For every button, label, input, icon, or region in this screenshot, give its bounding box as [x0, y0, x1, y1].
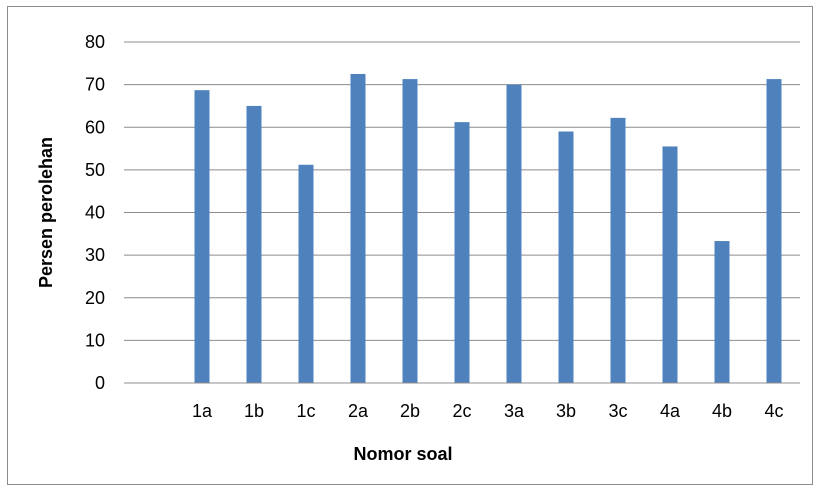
bar-2a [350, 73, 366, 383]
y-tick-label: 60 [85, 117, 105, 137]
y-tick-label: 40 [85, 203, 105, 223]
bar-1c [298, 164, 314, 383]
x-axis-title: Nomor soal [353, 444, 452, 464]
x-tick-label: 2c [452, 401, 471, 421]
y-tick-label: 10 [85, 330, 105, 350]
x-tick-label: 4c [764, 401, 783, 421]
bar-2b [402, 79, 418, 384]
y-axis-title: Persen perolehan [36, 137, 56, 288]
x-tick-label: 1a [192, 401, 213, 421]
bar-1a [194, 90, 210, 383]
bar-4c [766, 79, 782, 384]
x-tick-label: 2b [400, 401, 420, 421]
bar-2c [454, 122, 470, 383]
x-tick-labels: 1a 1b 1c 2a 2b 2c 3a 3b 3c 4a 4b 4c [192, 401, 784, 421]
y-tick-label: 0 [95, 373, 105, 393]
bar-3c [610, 117, 626, 383]
y-tick-label: 70 [85, 75, 105, 95]
bar-4a [662, 146, 678, 383]
y-tick-label: 80 [85, 32, 105, 52]
y-tick-labels: 0 10 20 30 40 50 60 70 80 [85, 32, 105, 393]
bar-3a [506, 84, 522, 383]
y-tick-label: 20 [85, 288, 105, 308]
x-tick-label: 3a [504, 401, 525, 421]
bars [194, 73, 782, 384]
x-tick-label: 1b [244, 401, 264, 421]
bar-4b [714, 241, 730, 383]
x-tick-label: 4b [712, 401, 732, 421]
x-tick-label: 1c [296, 401, 315, 421]
x-tick-label: 3c [608, 401, 627, 421]
bar-1b [246, 105, 262, 383]
x-tick-label: 4a [660, 401, 681, 421]
y-tick-label: 30 [85, 245, 105, 265]
x-tick-label: 2a [348, 401, 369, 421]
y-tick-label: 50 [85, 160, 105, 180]
bar-3b [558, 131, 574, 383]
x-tick-label: 3b [556, 401, 576, 421]
